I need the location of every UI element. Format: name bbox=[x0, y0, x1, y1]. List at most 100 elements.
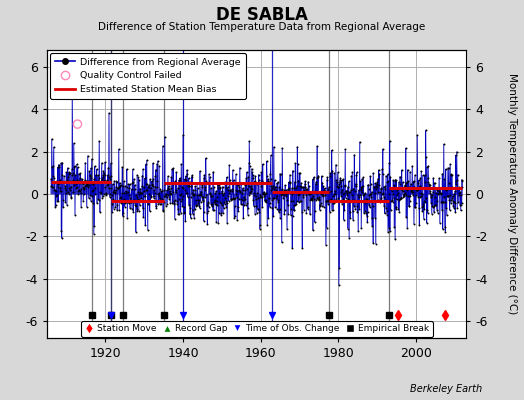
Point bbox=[189, 186, 198, 193]
Point bbox=[348, 197, 356, 204]
Point bbox=[205, 191, 214, 197]
Point bbox=[171, 197, 179, 203]
Point bbox=[273, 193, 281, 199]
Point bbox=[118, 212, 127, 219]
Point bbox=[123, 214, 132, 221]
Point bbox=[405, 203, 413, 209]
Point bbox=[308, 188, 316, 195]
Point bbox=[269, 195, 278, 202]
Point bbox=[107, 192, 116, 198]
Point bbox=[238, 185, 247, 192]
Point bbox=[424, 162, 432, 169]
Point bbox=[65, 191, 73, 198]
Point bbox=[111, 190, 119, 196]
Point bbox=[173, 185, 182, 192]
Point bbox=[288, 185, 296, 191]
Point bbox=[444, 180, 453, 186]
Point bbox=[275, 184, 283, 190]
Point bbox=[252, 193, 260, 199]
Point bbox=[434, 191, 442, 198]
Point bbox=[265, 195, 273, 202]
Point bbox=[185, 183, 193, 189]
Point bbox=[388, 197, 397, 204]
Point bbox=[428, 210, 436, 217]
Point bbox=[201, 194, 209, 200]
Point bbox=[235, 196, 243, 202]
Point bbox=[366, 204, 374, 211]
Point bbox=[384, 171, 392, 178]
Point bbox=[266, 152, 275, 159]
Point bbox=[176, 192, 184, 198]
Point bbox=[70, 163, 78, 170]
Point bbox=[85, 168, 93, 174]
Point bbox=[244, 212, 252, 218]
Point bbox=[125, 185, 134, 191]
Point bbox=[195, 205, 204, 211]
Point bbox=[385, 224, 393, 231]
Point bbox=[233, 216, 242, 223]
Point bbox=[358, 188, 367, 195]
Point bbox=[295, 191, 303, 198]
Point bbox=[52, 178, 61, 184]
Point bbox=[159, 208, 167, 214]
Point bbox=[204, 203, 213, 210]
Point bbox=[278, 191, 286, 198]
Point bbox=[352, 172, 361, 178]
Point bbox=[372, 240, 380, 247]
Point bbox=[75, 175, 84, 182]
Point bbox=[340, 207, 348, 213]
Point bbox=[100, 170, 108, 176]
Point bbox=[444, 192, 452, 199]
Point bbox=[145, 191, 154, 198]
Point bbox=[152, 205, 160, 211]
Point bbox=[148, 181, 157, 188]
Point bbox=[81, 159, 90, 166]
Point bbox=[339, 190, 347, 197]
Point bbox=[400, 182, 409, 189]
Point bbox=[213, 198, 222, 204]
Point bbox=[265, 195, 273, 201]
Point bbox=[200, 208, 208, 215]
Point bbox=[280, 206, 289, 213]
Point bbox=[386, 228, 394, 234]
Point bbox=[425, 182, 434, 188]
Point bbox=[236, 189, 244, 195]
Point bbox=[205, 180, 213, 187]
Point bbox=[135, 191, 144, 197]
Point bbox=[137, 198, 145, 204]
Point bbox=[450, 190, 458, 197]
Point bbox=[80, 185, 88, 192]
Point bbox=[291, 160, 300, 166]
Point bbox=[138, 205, 147, 212]
Point bbox=[355, 187, 363, 193]
Point bbox=[178, 196, 186, 202]
Point bbox=[166, 190, 174, 196]
Point bbox=[367, 188, 376, 195]
Point bbox=[122, 188, 130, 195]
Point bbox=[401, 182, 409, 189]
Point bbox=[170, 198, 179, 204]
Point bbox=[436, 190, 445, 197]
Point bbox=[305, 190, 313, 197]
Point bbox=[271, 184, 280, 190]
Point bbox=[449, 198, 457, 204]
Point bbox=[132, 228, 140, 235]
Point bbox=[101, 184, 110, 190]
Point bbox=[228, 196, 236, 202]
Point bbox=[196, 168, 204, 174]
Point bbox=[357, 184, 365, 190]
Point bbox=[223, 174, 231, 180]
Point bbox=[160, 133, 169, 140]
Point bbox=[430, 180, 439, 186]
Point bbox=[407, 188, 415, 195]
Point bbox=[96, 189, 104, 196]
Point bbox=[128, 180, 136, 186]
Point bbox=[267, 182, 275, 189]
Point bbox=[192, 192, 201, 198]
Point bbox=[373, 184, 381, 190]
Point bbox=[432, 190, 441, 196]
Point bbox=[95, 178, 104, 185]
Point bbox=[128, 206, 136, 212]
Point bbox=[220, 205, 228, 211]
Point bbox=[232, 193, 241, 200]
